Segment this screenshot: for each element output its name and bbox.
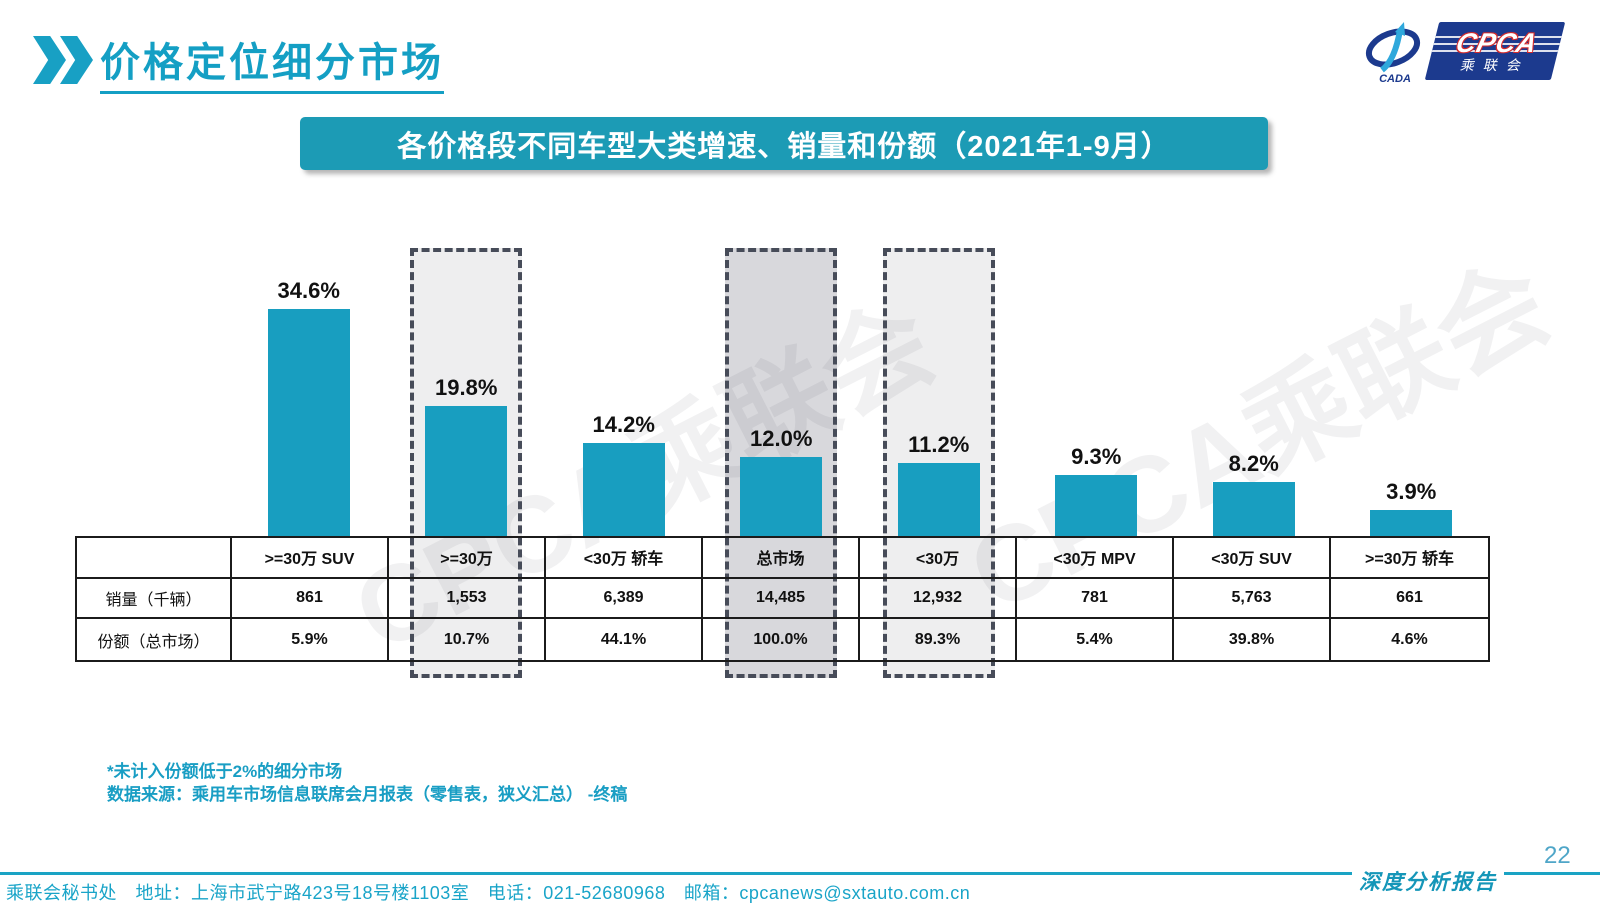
cpca-plate: CPCA 乘联会 (1424, 22, 1566, 80)
chart-title: 各价格段不同车型大类增速、销量和份额（2021年1-9月） (397, 130, 1171, 163)
page-number: 22 (1544, 842, 1571, 869)
bar-value-label: 9.3% (1071, 444, 1122, 469)
data-table: >=30万 SUV >=30万 <30万 轿车 总市场 <30万 <30万 MPV <30万… (75, 536, 1490, 662)
bar->=30万 轿车 (1370, 510, 1453, 536)
footnote-line: *未计入份额低于2%的细分市场 (107, 762, 343, 781)
bar-总市场 (740, 457, 823, 536)
column-header-cell: >=30万 SUV (232, 538, 389, 577)
column-header-cell: >=30万 (389, 538, 546, 577)
value-cell: 39.8% (1174, 619, 1331, 660)
bar->=30万 SUV (267, 309, 350, 536)
table-row: >=30万 SUV >=30万 <30万 轿车 总市场 <30万 <30万 MPV <30万… (77, 538, 1488, 579)
value-cell: 14,485 (703, 578, 860, 618)
bar-value-label: 14.2% (592, 412, 655, 437)
footer-contact-info: 乘联会秘书处 地址：上海市武宁路423号18号楼1103室 电话：021-526… (6, 883, 971, 903)
cada-emblem-icon: CADA (1365, 22, 1421, 85)
column-header-cell: <30万 轿车 (546, 538, 703, 577)
bar-value-label: 3.9% (1386, 479, 1437, 504)
bar-value-label: 11.2% (908, 432, 970, 457)
column-header-cell: <30万 MPV (1017, 538, 1174, 577)
bar-<30万 轿车 (582, 443, 665, 536)
value-cell: 10.7% (389, 619, 546, 660)
chart-title-banner: 各价格段不同车型大类增速、销量和份额（2021年1-9月） (300, 117, 1268, 170)
bar->=30万 (425, 406, 508, 536)
column-header-cell: 总市场 (703, 538, 860, 577)
cpca-subtitle: 乘联会 (1459, 57, 1533, 73)
value-cell: 5,763 (1174, 578, 1331, 618)
footnotes: *未计入份额低于2%的细分市场 数据来源：乘用车市场信息联席会月报表（零售表，狭… (107, 760, 627, 806)
value-cell: 12,932 (860, 578, 1017, 618)
footnote-line: 数据来源：乘用车市场信息联席会月报表（零售表，狭义汇总） -终稿 (107, 785, 628, 804)
chevron-icon (33, 36, 66, 84)
value-cell: 1,553 (389, 578, 546, 618)
cpca-logo: CADA CPCA 乘联会 (1362, 16, 1566, 86)
row-label-cell: 份额（总市场） (77, 619, 232, 660)
value-cell: 100.0% (703, 619, 860, 660)
value-cell: 661 (1396, 588, 1423, 606)
table-row: 份额（总市场） 5.9% 10.7% 44.1% 100.0% 89.3% 5.4% 39.8… (77, 619, 1488, 660)
value-cell: 6,389 (546, 578, 703, 618)
row-label-cell: 销量（千辆） (77, 578, 232, 618)
bar-value-label: 12.0% (750, 426, 813, 451)
bar-value-label: 8.2% (1228, 451, 1279, 476)
cpca-wordmark: CPCA (1452, 28, 1541, 58)
bar-<30万 SUV (1212, 482, 1295, 536)
bar-value-label: 19.8% (435, 375, 498, 400)
double-chevron-icon (33, 36, 93, 84)
value-cell: 89.3% (860, 619, 1017, 660)
page-title: 价格定位细分市场 (100, 30, 444, 94)
footer-divider (0, 872, 1600, 875)
bar-<30万 MPV (1055, 475, 1138, 536)
value-cell: 5.9% (232, 619, 389, 660)
value-cell: 4.6% (1391, 630, 1428, 648)
bar-<30万 (897, 463, 980, 536)
value-cell: 861 (232, 578, 389, 618)
bar-value-label: 34.6% (277, 278, 340, 303)
column-header-cell: >=30万 轿车 (1365, 551, 1454, 569)
cada-label: CADA (1379, 73, 1411, 85)
column-header-cell: <30万 (860, 538, 1017, 577)
table-row: 销量（千辆） 861 1,553 6,389 14,485 12,932 781 5,763 6… (77, 578, 1488, 620)
bar-chart: 34.6% 19.8% 14.2% 12.0% 11.2% 9.3% 8.2% 3.9% >=3… (75, 240, 1490, 682)
value-cell: 5.4% (1017, 619, 1174, 660)
column-header-cell: <30万 SUV (1174, 538, 1331, 577)
value-cell: 44.1% (546, 619, 703, 660)
report-type-label: 深度分析报告 (1352, 864, 1504, 900)
value-cell: 781 (1017, 578, 1174, 618)
row-label-cell (77, 538, 232, 577)
